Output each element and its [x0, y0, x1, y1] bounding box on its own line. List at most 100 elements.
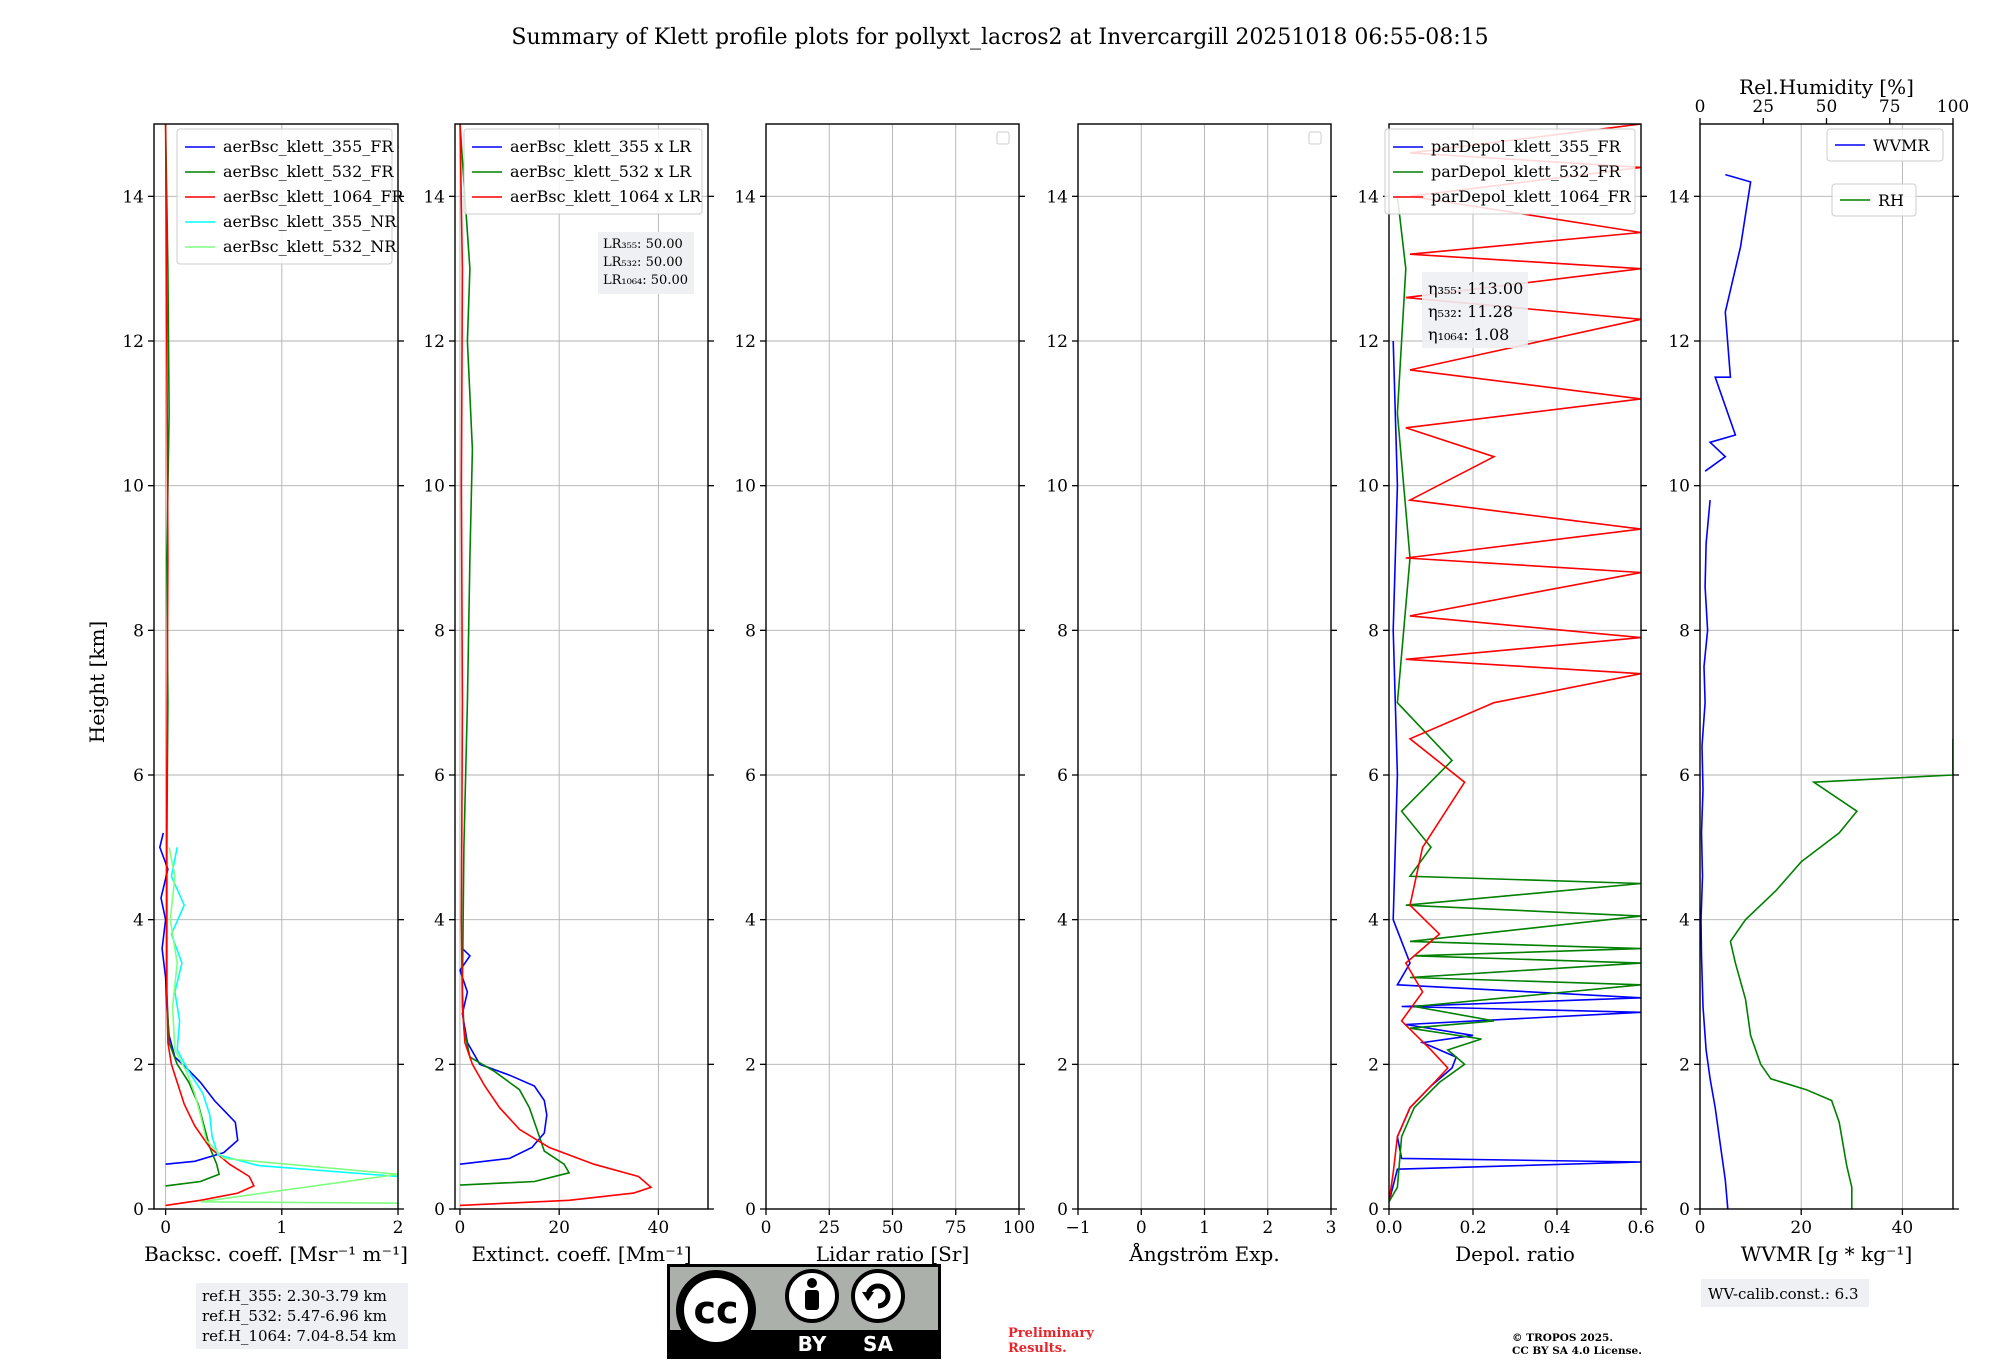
ytick-label-ang-3: 6	[1057, 766, 1068, 786]
ytick-label-lr-1: 2	[745, 1055, 756, 1075]
ytick-label-ang-4: 8	[1057, 621, 1068, 641]
badge-by: BY	[798, 1332, 827, 1356]
ytick-label-ang-2: 4	[1057, 911, 1068, 931]
legend-label-wv-1: RH	[1878, 191, 1904, 210]
xtick-label-lr-4: 100	[1003, 1218, 1035, 1238]
xtick-label-bsc-0: 0	[160, 1218, 171, 1238]
grid-wv	[1699, 124, 1953, 1210]
legend-label-depol-2: parDepol_klett_1064_FR	[1431, 187, 1632, 206]
ytick-label-bsc-2: 4	[133, 911, 144, 931]
series-bsc-0	[158, 832, 239, 1165]
badge-sa: SA	[863, 1332, 893, 1356]
xtick-label-bsc-1: 1	[276, 1218, 287, 1238]
ytick-label-depol-7: 14	[1357, 187, 1379, 207]
xtick-label-ext-2: 40	[648, 1218, 670, 1238]
legend-label-bsc-3: aerBsc_klett_355_NR	[223, 212, 397, 231]
top-xtick-label-wv-3: 75	[1879, 97, 1901, 117]
ytick-label-wv-6: 12	[1668, 332, 1690, 352]
eta-info-bg	[1422, 272, 1528, 348]
ytick-label-lr-5: 10	[734, 477, 756, 497]
ytick-label-depol-0: 0	[1368, 1200, 1379, 1220]
legend-label-bsc-1: aerBsc_klett_532_FR	[223, 162, 394, 181]
xtick-label-ang-1: 0	[1136, 1218, 1147, 1238]
preliminary-line1: Preliminary	[1008, 1326, 1094, 1341]
eta-532-text: η₅₃₂: 11.28	[1428, 302, 1513, 321]
top-xtick-label-wv-4: 100	[1937, 97, 1969, 117]
ytick-label-lr-4: 8	[745, 621, 756, 641]
ytick-label-lr-0: 0	[745, 1200, 756, 1220]
ytick-label-ext-5: 10	[423, 477, 445, 497]
ytick-label-wv-2: 4	[1679, 911, 1690, 931]
copyright-line1: © TROPOS 2025.	[1512, 1332, 1613, 1344]
ytick-label-ext-1: 2	[434, 1055, 445, 1075]
sa-share-arrowhead	[862, 1292, 874, 1301]
xtick-label-lr-1: 25	[818, 1218, 840, 1238]
legend-empty-lr	[996, 131, 1010, 145]
eta-info-box: η₃₅₅: 113.00 η₅₃₂: 11.28 η₁₀₆₄: 1.08	[1422, 272, 1528, 348]
xlabel-depol: Depol. ratio	[1455, 1242, 1575, 1266]
ytick-label-bsc-5: 10	[122, 477, 144, 497]
series-ext-0	[459, 948, 548, 1165]
series-group-depol	[1389, 124, 1641, 1203]
copyright-note: © TROPOS 2025. CC BY SA 4.0 License.	[1512, 1332, 1642, 1357]
xlabel-wv: WVMR [g * kg⁻¹]	[1741, 1242, 1913, 1266]
ytick-label-bsc-0: 0	[133, 1200, 144, 1220]
xtick-label-ext-1: 20	[548, 1218, 570, 1238]
ytick-label-ang-1: 2	[1057, 1055, 1068, 1075]
ref-height-1064: ref.H_1064: 7.04-8.54 km	[202, 1327, 396, 1345]
ytick-label-bsc-4: 8	[133, 621, 144, 641]
ytick-label-ext-7: 14	[423, 187, 445, 207]
series-ext-1	[459, 124, 571, 1186]
preliminary-note: Preliminary Results.	[1008, 1326, 1094, 1356]
ytick-label-depol-6: 12	[1357, 332, 1379, 352]
ytick-label-lr-3: 6	[745, 766, 756, 786]
top-xlabel-wv: Rel.Humidity [%]	[1739, 75, 1914, 99]
series-depol-0	[1389, 340, 1641, 1202]
legend-box-bsc	[176, 128, 393, 265]
ytick-label-ang-7: 14	[1046, 187, 1068, 207]
wv-calib-bg	[1701, 1279, 1869, 1307]
legend-label-ext-1: aerBsc_klett_532 x LR	[510, 162, 692, 181]
ytick-label-ext-4: 8	[434, 621, 445, 641]
height-axis-label: Height [km]	[85, 621, 109, 743]
copyright-line2: CC BY SA 4.0 License.	[1512, 1345, 1642, 1357]
legend-box-depol	[1384, 128, 1636, 215]
preliminary-line2: Results.	[1008, 1341, 1067, 1356]
panel-lr: 0 25 50 75 100 0 2 4 6 8 10 12 14 Lidar ratio [Sr]	[734, 123, 1035, 1266]
series-wv-2	[1729, 738, 1953, 1209]
series-bsc-3	[170, 847, 398, 1178]
xtick-label-wv-0: 0	[1695, 1218, 1706, 1238]
ytick-label-wv-5: 10	[1668, 477, 1690, 497]
legend-label-depol-1: parDepol_klett_532_FR	[1431, 162, 1622, 181]
xtick-label-depol-2: 0.4	[1543, 1218, 1570, 1238]
frame-ext	[454, 123, 709, 1210]
ytick-label-wv-3: 6	[1679, 766, 1690, 786]
ytick-label-wv-1: 2	[1679, 1055, 1690, 1075]
ytick-label-bsc-3: 6	[133, 766, 144, 786]
xtick-label-lr-3: 75	[945, 1218, 967, 1238]
legend-box-ext	[463, 128, 703, 215]
xlabel-lr: Lidar ratio [Sr]	[816, 1242, 970, 1266]
xtick-label-depol-1: 0.2	[1459, 1218, 1486, 1238]
frame-bsc	[153, 123, 399, 1210]
legend-label-ext-0: aerBsc_klett_355 x LR	[510, 137, 692, 156]
panel-depol: 0.0 0.2 0.4 0.6 0 2 4 6 8 10 12 14 Depol. ratio parDe…	[1357, 123, 1655, 1266]
legend-label-bsc-0: aerBsc_klett_355_FR	[223, 137, 394, 156]
grid-lr	[765, 124, 1020, 1210]
series-depol-2	[1389, 124, 1641, 1202]
ytick-label-bsc-7: 14	[122, 187, 144, 207]
xtick-label-ang-2: 1	[1199, 1218, 1210, 1238]
xtick-label-ang-3: 2	[1262, 1218, 1273, 1238]
top-xtick-label-wv-2: 50	[1816, 97, 1838, 117]
series-group-wv	[1700, 173, 1953, 1209]
series-wv-1	[1704, 173, 1752, 472]
lr-355-text: LR₃₅₅: 50.00	[603, 237, 683, 252]
ytick-label-ext-3: 6	[434, 766, 445, 786]
xtick-label-lr-0: 0	[761, 1218, 772, 1238]
lr-info-bg	[598, 232, 694, 294]
ref-height-355: ref.H_355: 2.30-3.79 km	[202, 1287, 387, 1305]
ytick-label-wv-0: 0	[1679, 1200, 1690, 1220]
panel-wv: 0 20 40 0 2 4 6 8 10 12 14 WVMR [g * kg⁻¹] 0 25 50 75 10…	[1668, 75, 1969, 1266]
